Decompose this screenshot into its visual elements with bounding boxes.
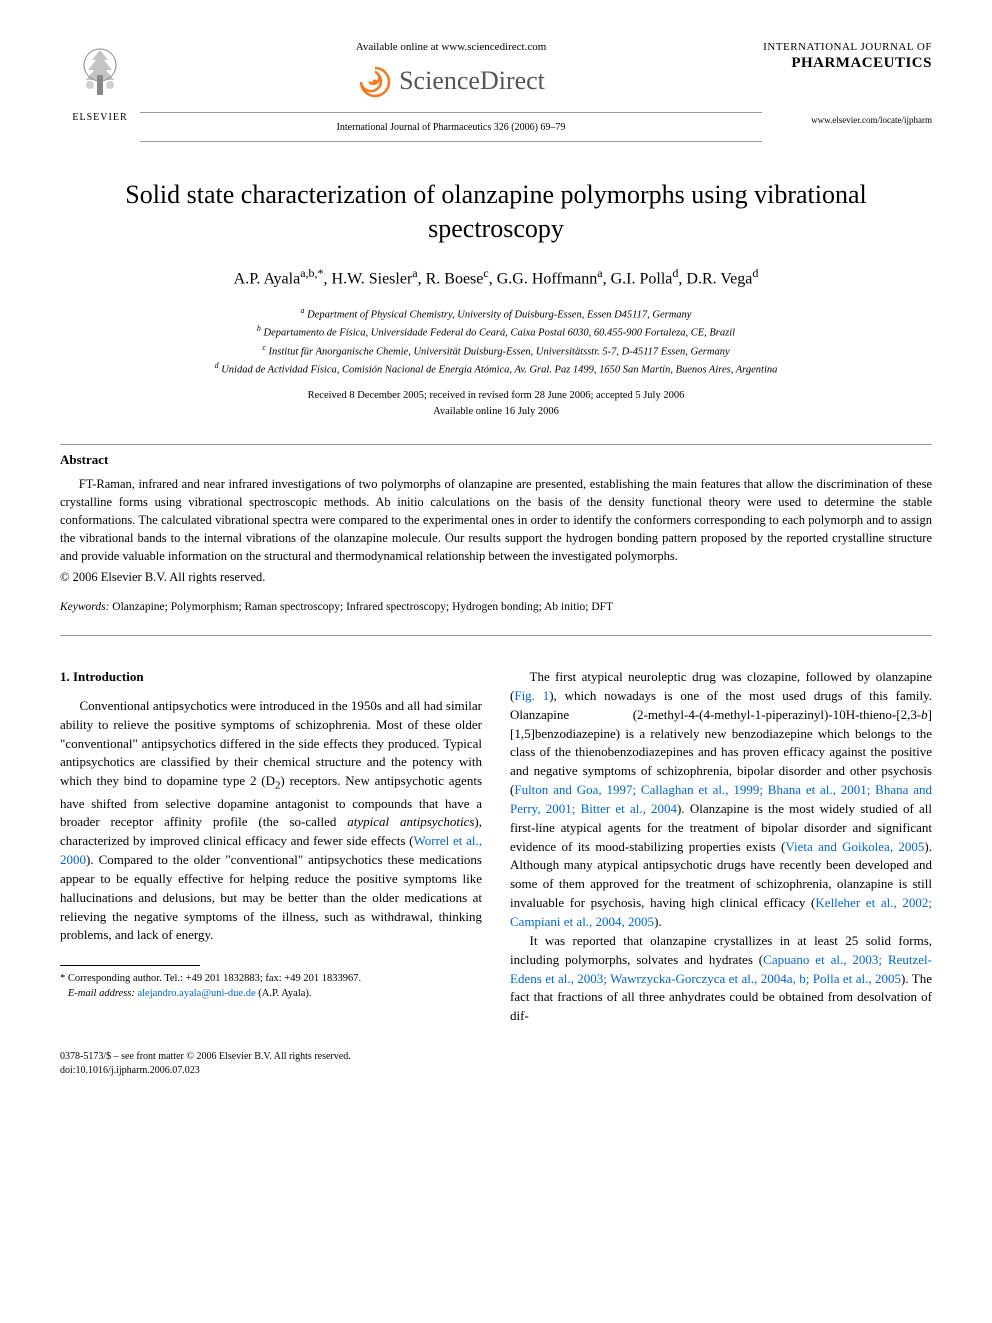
footer-issn: 0378-5173/$ – see front matter © 2006 El… (60, 1050, 932, 1064)
footer-doi: doi:10.1016/j.ijpharm.2006.07.023 (60, 1064, 932, 1078)
section-heading-introduction: 1. Introduction (60, 668, 482, 687)
available-online-text: Available online at www.sciencedirect.co… (140, 40, 762, 55)
journal-reference: International Journal of Pharmaceutics 3… (140, 121, 762, 135)
footnote-email-line: E-mail address: alejandro.ayala@uni-due.… (60, 987, 482, 1002)
body-paragraph-2: The first atypical neuroleptic drug was … (510, 668, 932, 932)
header-rule-top (140, 112, 762, 113)
journal-url: www.elsevier.com/locate/ijpharm (762, 114, 932, 127)
header-row: ELSEVIER Available online at www.science… (60, 40, 932, 148)
elsevier-tree-icon (70, 40, 130, 100)
journal-title: INTERNATIONAL JOURNAL OF PHARMACEUTICS (762, 40, 932, 74)
elsevier-logo: ELSEVIER (60, 40, 140, 125)
sciencedirect-swirl-icon (357, 64, 393, 100)
abstract-rule-top (60, 444, 932, 445)
footnote-rule (60, 965, 200, 966)
keywords-line: Keywords: Olanzapine; Polymorphism; Rama… (60, 599, 932, 615)
header-rule-bottom (140, 141, 762, 142)
authors-line: A.P. Ayalaa,b,*, H.W. Sieslera, R. Boese… (60, 265, 932, 291)
affiliation-a: a Department of Physical Chemistry, Univ… (60, 305, 932, 323)
footnote-email-label: E-mail address: (68, 988, 135, 999)
dates-online: Available online 16 July 2006 (60, 404, 932, 420)
body-paragraph-1: Conventional antipsychotics were introdu… (60, 697, 482, 945)
affiliations-block: a Department of Physical Chemistry, Univ… (60, 305, 932, 378)
footnote-email-link[interactable]: alejandro.ayala@uni-due.de (135, 988, 258, 999)
keywords-text: Olanzapine; Polymorphism; Raman spectros… (109, 601, 613, 613)
elsevier-label: ELSEVIER (60, 111, 140, 125)
affiliation-c: c Institut für Anorganische Chemie, Univ… (60, 342, 932, 360)
journal-title-line2: PHARMACEUTICS (791, 55, 932, 71)
sciencedirect-logo: ScienceDirect (140, 63, 762, 99)
dates-received: Received 8 December 2005; received in re… (60, 388, 932, 404)
abstract-block: Abstract FT-Raman, infrared and near inf… (60, 451, 932, 587)
abstract-text: FT-Raman, infrared and near infrared inv… (60, 475, 932, 566)
abstract-rule-bottom (60, 635, 932, 636)
affiliation-b: b Departamento de Física, Universidade F… (60, 323, 932, 341)
body-columns: 1. Introduction Conventional antipsychot… (60, 668, 932, 1026)
sciencedirect-text: ScienceDirect (399, 63, 545, 99)
footnote-corresponding: * Corresponding author. Tel.: +49 201 18… (60, 972, 482, 987)
abstract-copyright: © 2006 Elsevier B.V. All rights reserved… (60, 569, 932, 587)
affiliation-d: d Unidad de Actividad Física, Comisión N… (60, 360, 932, 378)
abstract-heading: Abstract (60, 451, 932, 469)
article-title: Solid state characterization of olanzapi… (120, 178, 872, 246)
footer-block: 0378-5173/$ – see front matter © 2006 El… (60, 1050, 932, 1078)
footnote-email-attr: (A.P. Ayala). (258, 988, 311, 999)
keywords-label: Keywords: (60, 601, 109, 613)
footnote-block: * Corresponding author. Tel.: +49 201 18… (60, 965, 482, 1001)
journal-block: INTERNATIONAL JOURNAL OF PHARMACEUTICS w… (762, 40, 932, 126)
journal-title-line1: INTERNATIONAL JOURNAL OF (763, 41, 932, 53)
body-paragraph-3: It was reported that olanzapine crystall… (510, 932, 932, 1026)
dates-block: Received 8 December 2005; received in re… (60, 388, 932, 420)
sciencedirect-block: Available online at www.sciencedirect.co… (140, 40, 762, 148)
